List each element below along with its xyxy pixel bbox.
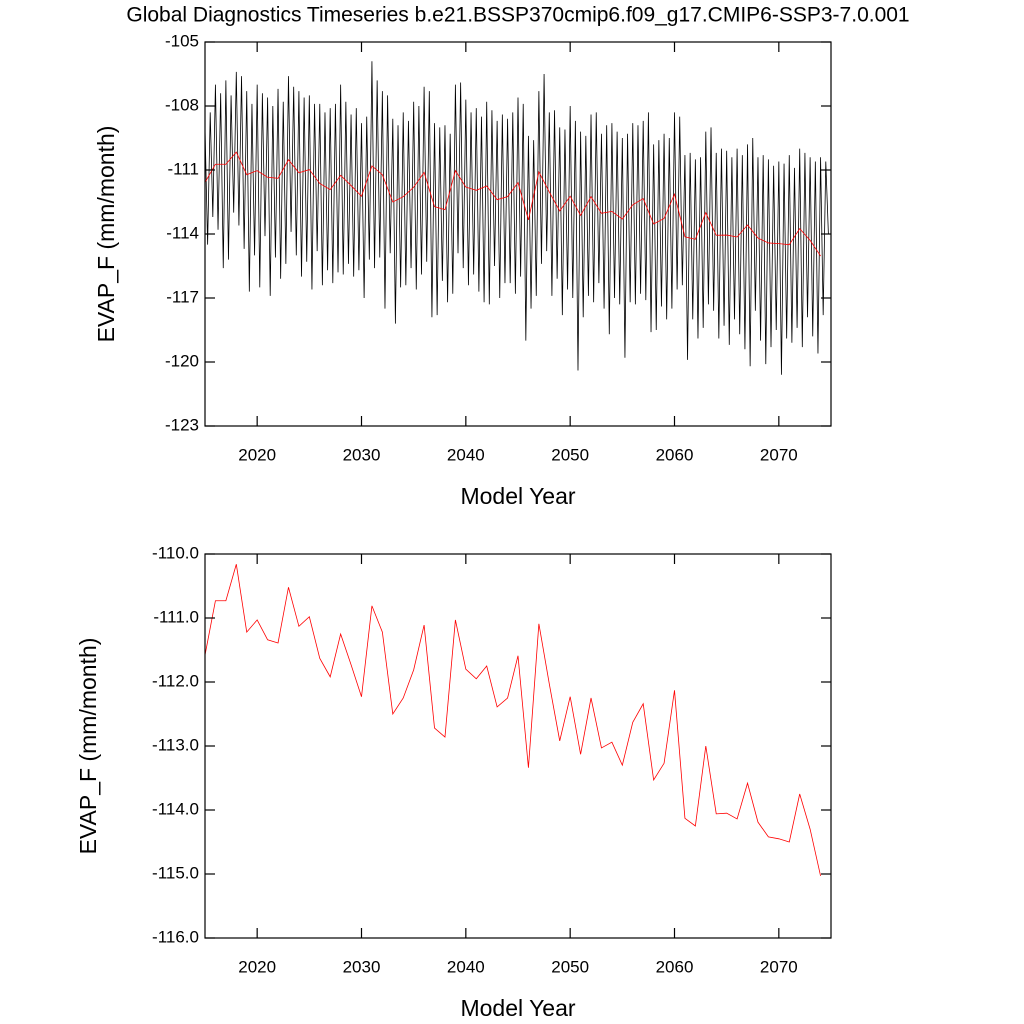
x-tick-label: 2060 xyxy=(656,957,694,976)
data-line xyxy=(205,564,821,877)
x-tick-label: 2020 xyxy=(238,957,276,976)
y-tick-label: -123 xyxy=(165,415,199,434)
y-tick-label: -115.0 xyxy=(152,863,199,882)
y-tick-label: -120 xyxy=(165,351,199,370)
x-axis-label: Model Year xyxy=(460,483,575,509)
y-tick-label: -113.0 xyxy=(152,735,199,754)
y-tick-label: -114.0 xyxy=(152,799,199,818)
x-tick-label: 2040 xyxy=(447,957,485,976)
x-tick-label: 2070 xyxy=(760,957,798,976)
data-line xyxy=(205,61,829,375)
y-axis-label: EVAP_F (mm/month) xyxy=(93,126,119,343)
y-tick-label: -108 xyxy=(165,95,199,114)
y-tick-label: -111 xyxy=(167,159,199,178)
y-tick-label: -105 xyxy=(165,31,199,50)
y-axis-label: EVAP_F (mm/month) xyxy=(75,638,101,855)
x-tick-label: 2060 xyxy=(656,445,694,464)
x-tick-label: 2020 xyxy=(238,445,276,464)
y-tick-label: -112.0 xyxy=(152,671,199,690)
x-tick-label: 2030 xyxy=(343,957,381,976)
x-axis-label: Model Year xyxy=(460,995,575,1021)
x-tick-label: 2040 xyxy=(447,445,485,464)
y-tick-label: -117 xyxy=(166,287,199,306)
data-line xyxy=(205,151,821,257)
y-tick-label: -116.0 xyxy=(152,927,199,946)
x-tick-label: 2070 xyxy=(760,445,798,464)
y-tick-label: -110.0 xyxy=(152,543,199,562)
y-tick-label: -111.0 xyxy=(153,607,199,626)
plot-frame xyxy=(204,553,832,939)
x-tick-label: 2050 xyxy=(551,957,589,976)
x-tick-label: 2050 xyxy=(551,445,589,464)
x-tick-label: 2030 xyxy=(343,445,381,464)
chart-title: Global Diagnostics Timeseries b.e21.BSSP… xyxy=(126,4,909,27)
y-tick-label: -114 xyxy=(166,223,199,242)
